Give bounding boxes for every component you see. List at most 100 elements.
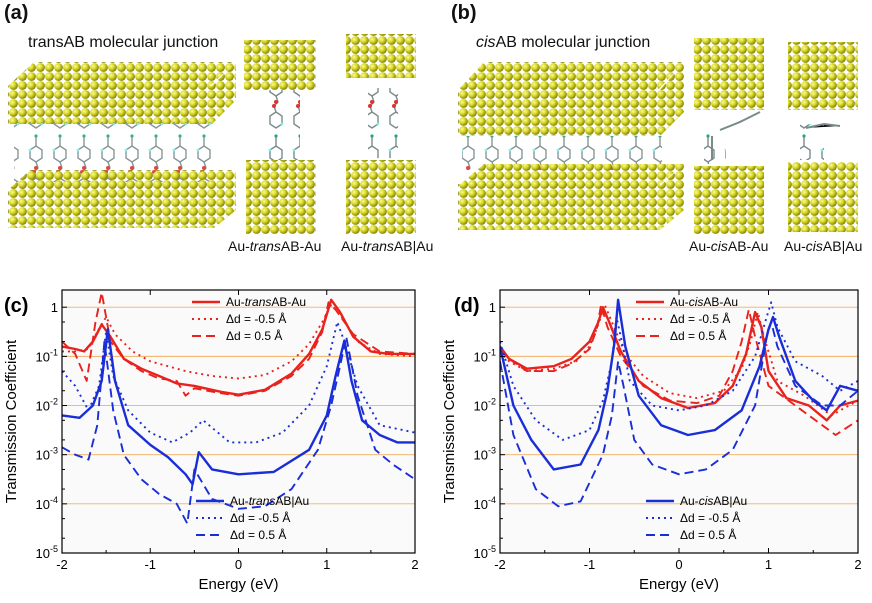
series-blue-dash: [500, 321, 858, 508]
y-tick-label: 10-2: [36, 397, 58, 414]
legend-text-em: cis: [699, 494, 714, 508]
cis-single-junction: [694, 38, 764, 234]
legend-text-pre: Au-: [230, 494, 249, 508]
panel-label-d: (d): [454, 295, 480, 317]
y-tick-label: 10-5: [36, 544, 58, 561]
x-axis-label: Energy (eV): [198, 576, 278, 593]
y-tick-exponent: -1: [488, 347, 496, 357]
legend-text-post: AB|Au: [275, 494, 309, 508]
legend-text-pre: Au-: [670, 295, 689, 309]
panel-a-caption-2: Au-transAB|Au: [341, 238, 434, 254]
legend-text-post: AB-Au: [703, 295, 738, 309]
atomic-structures: [8, 34, 858, 234]
y-tick-label: 1: [489, 300, 496, 315]
y-tick-exponent: -4: [488, 495, 496, 505]
y-tick-base: 10: [474, 349, 488, 364]
legend-entry: Au-cisAB-Au: [670, 295, 738, 309]
x-tick-label: 0: [675, 557, 682, 572]
y-tick-exponent: -5: [50, 544, 58, 554]
legend-text-pre: Δd = 0.5 Å: [670, 328, 726, 343]
x-tick-label: -2: [56, 557, 68, 572]
cis-slab-junction: [458, 62, 684, 230]
y-tick-exponent: -3: [488, 446, 496, 456]
y-tick-exponent: -2: [488, 397, 496, 407]
trans-broken-junction: [346, 34, 416, 234]
legend-entry: Δd = -0.5 Å: [670, 311, 730, 326]
series-blue-solid: [500, 298, 858, 471]
y-tick-label: 10-1: [36, 347, 58, 364]
legend-text-post: AB-Au: [271, 295, 306, 309]
legend-text-pre: Δd = 0.5 Å: [230, 527, 286, 542]
legend-entry: Δd = -0.5 Å: [680, 510, 740, 525]
legend-entry: Au-transAB-Au: [226, 295, 306, 309]
y-tick-exponent: -5: [488, 544, 496, 554]
panel-b-caption-2: Au-cisAB|Au: [784, 238, 863, 254]
legend-text-pre: Au-: [226, 295, 245, 309]
legend-entry: Δd = -0.5 Å: [226, 311, 286, 326]
x-tick-label: 0: [235, 557, 242, 572]
legend-text-pre: Δd = -0.5 Å: [230, 510, 290, 525]
x-tick-label: -1: [584, 557, 596, 572]
series-blue-dash: [62, 335, 415, 525]
legend-text-em: trans: [245, 295, 272, 309]
y-tick-exponent: -4: [50, 495, 58, 505]
legend-entry: Δd = -0.5 Å: [230, 510, 290, 525]
panel-b-title: cisAB molecular junction: [476, 34, 651, 51]
panel-a-title: transAB molecular junction: [28, 34, 219, 51]
trans-single-junction: [244, 40, 316, 234]
x-tick-label: 2: [854, 557, 861, 572]
y-tick-base: 10: [36, 546, 50, 561]
y-axis-label: Transmission Coefficient: [441, 339, 458, 503]
x-tick-label: 1: [765, 557, 772, 572]
panel-a-caption-1: Au-transAB-Au: [228, 238, 322, 254]
x-axis-label: Energy (eV): [639, 576, 719, 593]
legend-text-pre: Au-: [680, 494, 699, 508]
x-tick-label: 2: [411, 557, 418, 572]
y-tick-base: 10: [474, 448, 488, 463]
legend-text-pre: Δd = -0.5 Å: [226, 311, 286, 326]
legend-text-pre: Δd = 0.5 Å: [226, 328, 282, 343]
y-tick-label: 10-1: [474, 347, 496, 364]
legend-entry: Δd = 0.5 Å: [670, 328, 726, 343]
legend-text-pre: Δd = -0.5 Å: [670, 311, 730, 326]
series-blue-dot: [62, 321, 415, 444]
trans-slab-junction: [8, 62, 236, 228]
cis-broken-junction: [788, 42, 858, 232]
panel-label-b: (b): [451, 2, 477, 24]
legend-entry: Au-transAB|Au: [230, 494, 309, 508]
y-tick-exponent: -1: [50, 347, 58, 357]
y-tick-base: 10: [474, 546, 488, 561]
y-tick-base: 10: [36, 497, 50, 512]
series-red-solid: [500, 306, 858, 422]
y-tick-base: 1: [51, 300, 58, 315]
y-tick-label: 10-3: [474, 446, 496, 463]
series-blue-dot: [500, 301, 858, 441]
series-red-dash: [500, 303, 858, 436]
plot-area: [500, 290, 858, 553]
y-tick-base: 10: [36, 448, 50, 463]
series-red-dash: [62, 291, 415, 397]
legend-text-pre: Δd = 0.5 Å: [680, 527, 736, 542]
legend-text-post: AB|Au: [713, 494, 747, 508]
panel-label-a: (a): [4, 2, 29, 24]
x-tick-label: -1: [144, 557, 156, 572]
y-tick-base: 10: [36, 349, 50, 364]
y-tick-label: 10-4: [36, 495, 58, 512]
y-tick-label: 10-2: [474, 397, 496, 414]
panel-b-caption-1: Au-cisAB-Au: [689, 238, 769, 254]
legend-text-em: cis: [689, 295, 704, 309]
legend-text-em: trans: [249, 494, 276, 508]
y-tick-label: 10-5: [474, 544, 496, 561]
legend-entry: Au-cisAB|Au: [680, 494, 747, 508]
y-tick-label: 10-4: [474, 495, 496, 512]
legend-entry: Δd = 0.5 Å: [230, 527, 286, 542]
y-tick-label: 1: [51, 300, 58, 315]
y-tick-base: 10: [474, 497, 488, 512]
x-tick-label: 1: [323, 557, 330, 572]
panel-label-c: (c): [4, 295, 28, 317]
y-tick-base: 10: [474, 399, 488, 414]
legend-entry: Δd = 0.5 Å: [680, 527, 736, 542]
y-tick-base: 1: [489, 300, 496, 315]
